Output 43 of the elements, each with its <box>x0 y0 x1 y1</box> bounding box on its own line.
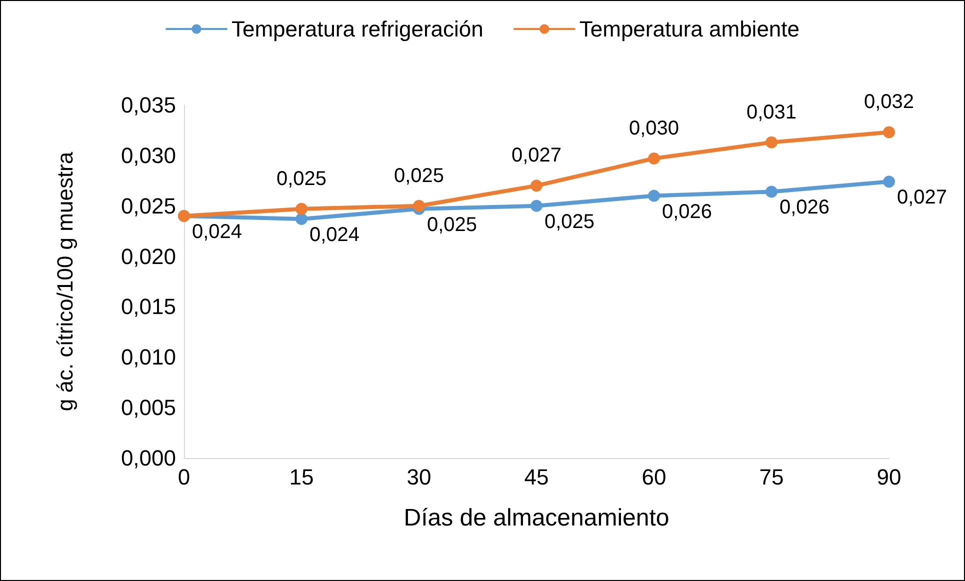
x-axis-title: Días de almacenamiento <box>404 504 670 532</box>
point <box>883 126 895 138</box>
data-label: 0,025 <box>427 214 478 236</box>
point <box>648 152 660 164</box>
point <box>766 186 778 198</box>
x-tick-label: 45 <box>524 464 549 490</box>
point <box>766 136 778 148</box>
data-label: 0,026 <box>780 196 830 219</box>
data-label: 0,031 <box>746 101 797 124</box>
data-label: 0,025 <box>394 164 444 187</box>
point <box>296 202 308 215</box>
legend-label: Temperatura refrigeración <box>231 16 484 42</box>
data-label: 0,025 <box>276 168 327 190</box>
y-tick-label: 0,005 <box>120 395 176 420</box>
data-label: 0,026 <box>662 200 712 223</box>
point <box>530 180 542 192</box>
data-label: 0,024 <box>192 220 242 243</box>
x-tick-label: 30 <box>406 464 432 490</box>
data-label: 0,032 <box>864 91 914 114</box>
data-label: 0,025 <box>544 210 595 233</box>
legend-label: Temperatura ambiente <box>579 16 800 42</box>
x-tick-label: 0 <box>178 464 190 490</box>
x-tick-label: 75 <box>759 464 784 490</box>
y-tick-label: 0,000 <box>120 446 176 470</box>
point <box>883 176 895 188</box>
data-label: 0,027 <box>897 186 948 209</box>
x-tick-label: 90 <box>876 464 902 490</box>
point <box>648 190 660 202</box>
point <box>413 200 425 212</box>
y-tick-label: 0,025 <box>120 193 176 218</box>
y-tick-label: 0,035 <box>120 92 176 118</box>
data-label: 0,030 <box>628 117 680 140</box>
data-label: 0,027 <box>511 144 562 167</box>
point <box>296 212 308 225</box>
y-tick-label: 0,020 <box>120 244 176 269</box>
y-tick-label: 0,030 <box>120 142 176 168</box>
point <box>530 200 542 212</box>
x-tick-label: 60 <box>642 464 666 490</box>
y-axis-title: g ác. cítrico/100 g muestra <box>52 151 78 412</box>
y-tick-label: 0,010 <box>120 344 176 370</box>
data-label: 0,024 <box>310 224 360 246</box>
y-tick-label: 0,015 <box>120 294 176 320</box>
x-tick-label: 15 <box>289 464 314 490</box>
